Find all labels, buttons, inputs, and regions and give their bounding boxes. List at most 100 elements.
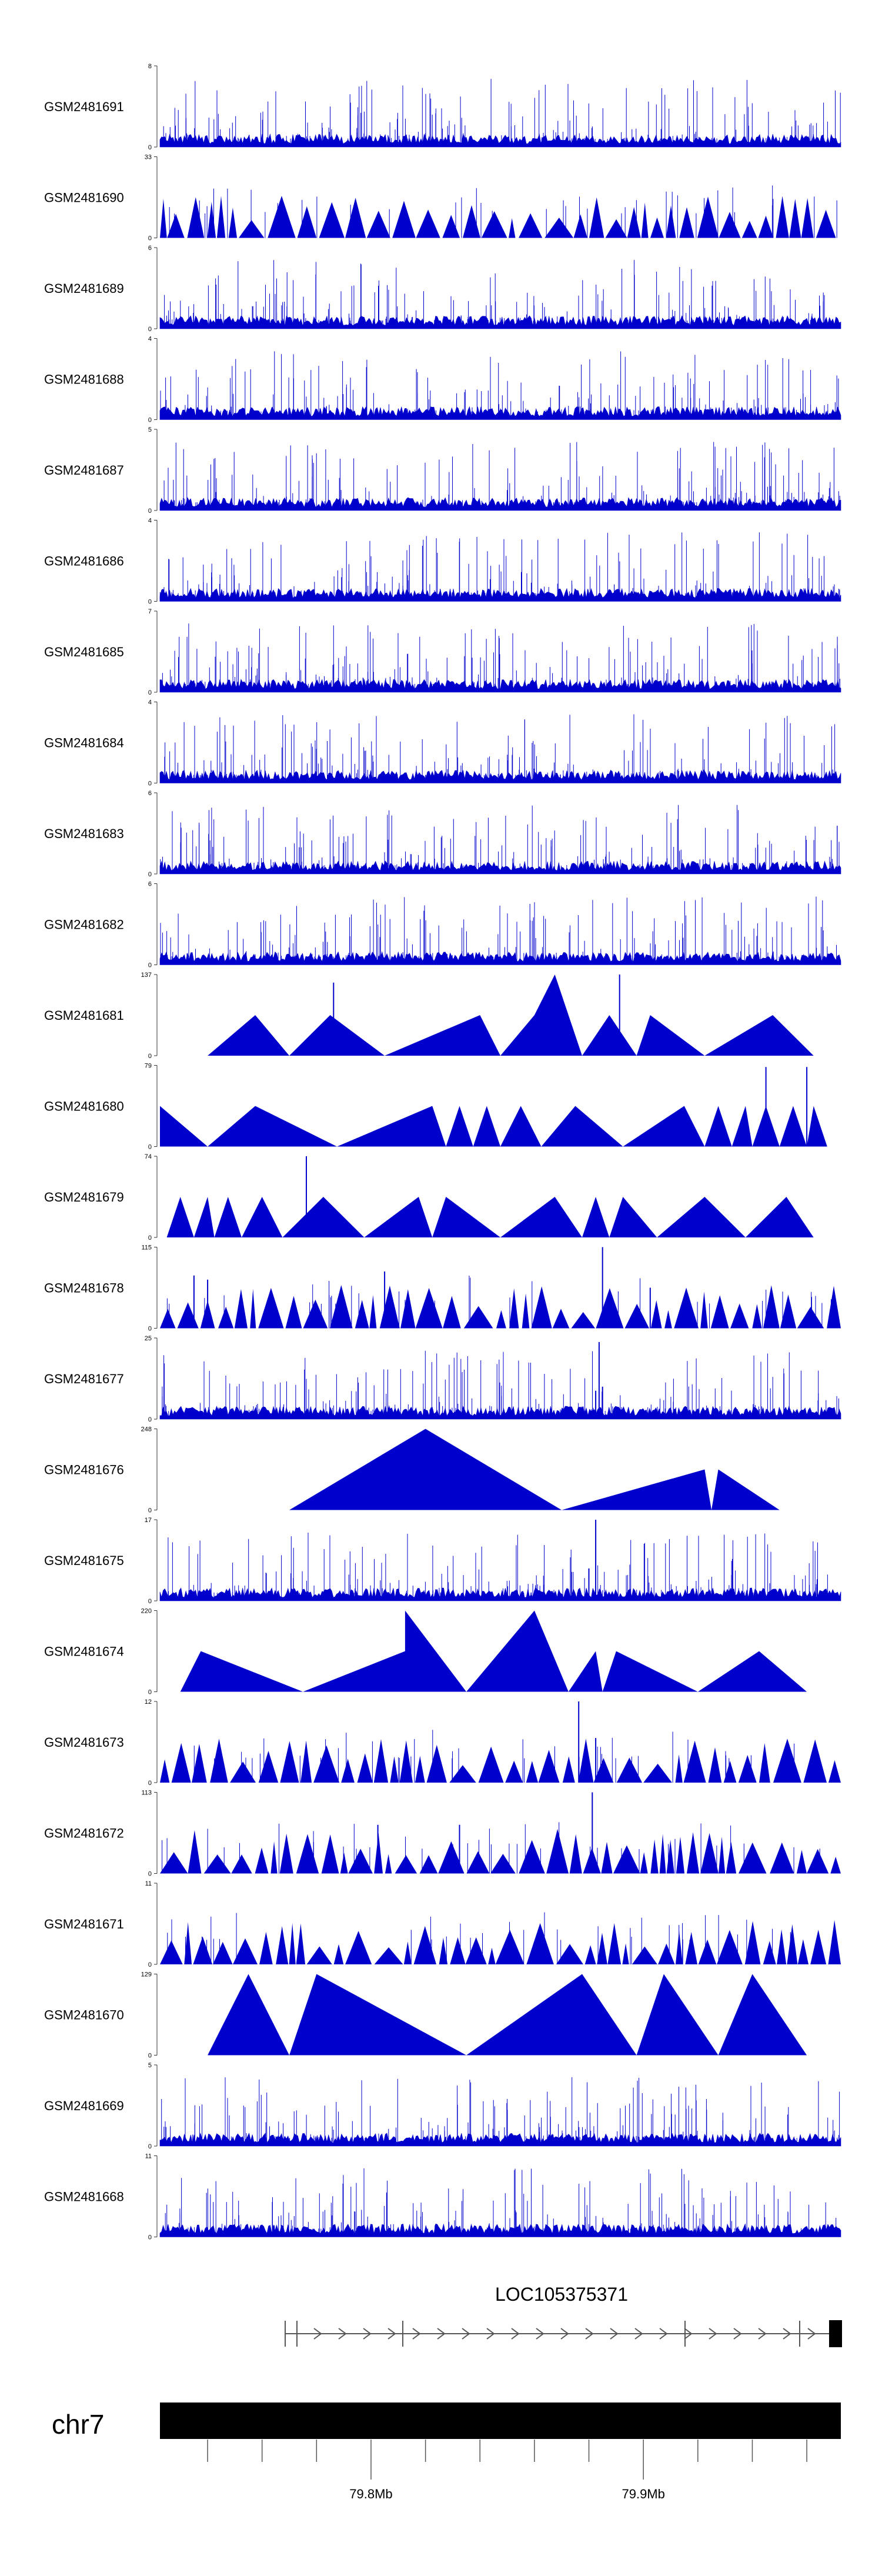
coverage-peak bbox=[601, 1841, 613, 1874]
coverage-peak bbox=[708, 1747, 722, 1783]
y-min-label: 0 bbox=[148, 144, 152, 151]
coverage-peak bbox=[573, 214, 587, 238]
coverage-peak bbox=[643, 1763, 672, 1783]
coverage-peak bbox=[419, 1855, 438, 1874]
coverage-peak bbox=[270, 1841, 278, 1874]
coverage-peak bbox=[319, 202, 345, 238]
coverage-peak bbox=[710, 1295, 729, 1329]
coverage-peak bbox=[490, 1854, 516, 1874]
coverage-area bbox=[289, 1429, 780, 1510]
y-max-label: 248 bbox=[141, 1426, 152, 1433]
coverage-peak bbox=[439, 1937, 448, 1964]
coverage-peak bbox=[777, 1929, 787, 1964]
coverage-peak bbox=[390, 1756, 399, 1783]
coverage-peak bbox=[632, 1946, 657, 1964]
coverage-area bbox=[159, 951, 841, 965]
y-max-label: 137 bbox=[141, 972, 152, 979]
coverage-peak bbox=[481, 211, 507, 238]
coverage-peak bbox=[207, 202, 216, 238]
y-max-label: 33 bbox=[145, 154, 152, 161]
y-max-label: 6 bbox=[148, 881, 152, 888]
coverage-peak bbox=[300, 1740, 312, 1783]
coverage-peak bbox=[259, 1931, 273, 1964]
y-max-label: 4 bbox=[148, 518, 152, 525]
coverage-peak bbox=[526, 1761, 539, 1783]
coverage-peak bbox=[796, 1850, 807, 1874]
coverage-peak bbox=[466, 1851, 490, 1874]
coverage-peak bbox=[345, 1931, 372, 1964]
track-label: GSM2481671 bbox=[44, 1917, 124, 1931]
coverage-peak bbox=[234, 1289, 248, 1329]
y-min-label: 0 bbox=[148, 1326, 152, 1333]
coverage-peak bbox=[496, 1310, 506, 1329]
coverage-peak bbox=[306, 1946, 332, 1964]
coverage-peak bbox=[803, 1739, 827, 1783]
coverage-peak bbox=[758, 215, 774, 238]
track-label: GSM2481676 bbox=[44, 1463, 124, 1477]
y-max-label: 5 bbox=[148, 426, 152, 433]
y-min-label: 0 bbox=[148, 1961, 152, 1968]
coverage-peak bbox=[650, 1839, 659, 1874]
track-label: GSM2481691 bbox=[44, 99, 124, 114]
coverage-peak bbox=[780, 1294, 797, 1329]
coverage-peak bbox=[250, 1289, 256, 1329]
strand-arrow bbox=[783, 2328, 791, 2340]
coverage-peak bbox=[622, 1943, 629, 1964]
coverage-area bbox=[159, 1406, 841, 1420]
coverage-peak bbox=[640, 1852, 648, 1874]
track-label: GSM2481688 bbox=[44, 372, 124, 387]
coverage-peak bbox=[719, 1836, 726, 1874]
coverage-peak bbox=[650, 217, 664, 238]
coverage-peak bbox=[596, 1288, 624, 1329]
coverage-peak bbox=[160, 1940, 183, 1964]
track-label: GSM2481687 bbox=[44, 463, 124, 478]
track-label: GSM2481679 bbox=[44, 1190, 124, 1204]
coverage-peak bbox=[478, 1746, 504, 1783]
coverage-peak bbox=[296, 1834, 319, 1874]
coverage-peak bbox=[556, 1944, 583, 1964]
coverage-peak bbox=[776, 196, 789, 238]
y-min-label: 0 bbox=[148, 689, 152, 696]
y-min-label: 0 bbox=[148, 780, 152, 788]
coverage-peak bbox=[171, 1743, 191, 1783]
coverage-peak bbox=[605, 219, 627, 238]
coverage-peak bbox=[228, 208, 238, 238]
coverage-peak bbox=[726, 1841, 737, 1874]
coverage-peak bbox=[442, 215, 460, 238]
coverage-peak bbox=[797, 1307, 824, 1329]
strand-arrow bbox=[412, 2328, 421, 2340]
coverage-peak bbox=[449, 1765, 476, 1783]
coverage-peak bbox=[416, 209, 440, 238]
coverage-area bbox=[159, 678, 841, 693]
track-label: GSM2481677 bbox=[44, 1372, 124, 1386]
y-min-label: 0 bbox=[148, 1507, 152, 1514]
coverage-peak bbox=[280, 1741, 299, 1783]
coverage-peak bbox=[679, 207, 694, 238]
coverage-area bbox=[159, 133, 841, 148]
coverage-peak bbox=[666, 205, 676, 238]
coverage-peak bbox=[650, 1300, 662, 1329]
coverage-peak bbox=[509, 218, 516, 238]
y-min-label: 0 bbox=[148, 326, 152, 333]
coverage-peak bbox=[463, 205, 480, 238]
track-label: GSM2481685 bbox=[44, 645, 124, 659]
coverage-peak bbox=[296, 1923, 306, 1964]
coverage-peak bbox=[231, 1854, 252, 1874]
coverage-peak bbox=[578, 1739, 594, 1783]
coverage-peak bbox=[303, 1299, 328, 1329]
coverage-peak bbox=[258, 1751, 279, 1783]
coverage-peak bbox=[193, 1936, 213, 1964]
coverage-peak bbox=[276, 1926, 289, 1964]
coverage-peak bbox=[666, 1840, 674, 1874]
strand-arrow bbox=[437, 2328, 446, 2340]
coverage-peak bbox=[233, 1938, 258, 1964]
coverage-peak bbox=[366, 211, 390, 238]
coverage-peak bbox=[160, 1759, 170, 1783]
coverage-area bbox=[166, 1197, 814, 1237]
coverage-peak bbox=[687, 1832, 700, 1874]
y-max-label: 79 bbox=[145, 1063, 152, 1070]
coverage-peak bbox=[763, 1941, 776, 1964]
track-label: GSM2481668 bbox=[44, 2190, 124, 2204]
coverage-peak bbox=[658, 1943, 675, 1964]
